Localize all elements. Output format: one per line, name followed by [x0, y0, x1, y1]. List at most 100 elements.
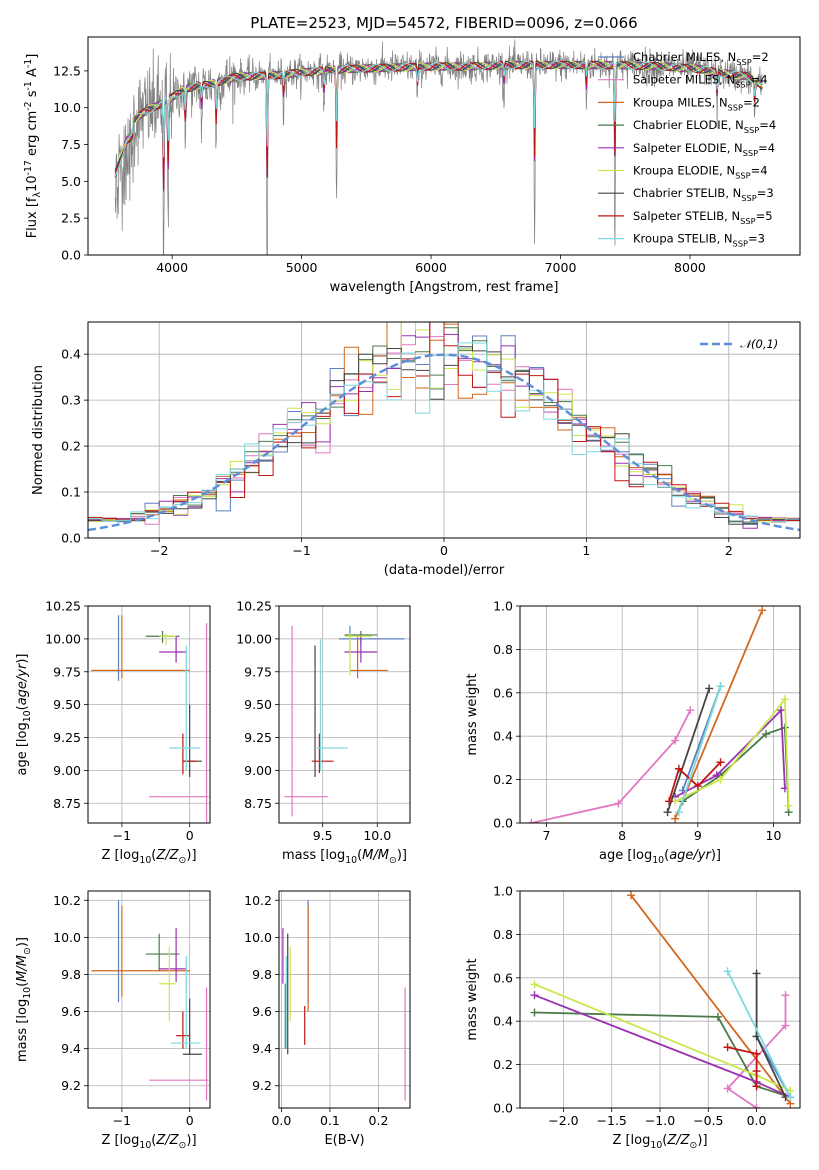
spectrum-xtick-label: 6000 — [415, 260, 447, 275]
model-spectrum-4 — [114, 60, 763, 192]
mass_weight_vs_age-ytick-label: 0.2 — [493, 772, 513, 787]
mass_weight_vs_Z-marker-6-0 — [752, 969, 761, 978]
mass_vs_Z-ytick-label: 9.6 — [61, 1004, 81, 1019]
mass_weight_vs_age-marker-6-0 — [663, 808, 672, 817]
mass_weight_vs_age-marker-7-1 — [674, 764, 683, 773]
age_vs_Z-ytick-label: 8.75 — [53, 796, 81, 811]
age_vs_Z-ytick-label: 9.50 — [53, 697, 81, 712]
residuals-xtick-label: 2 — [725, 543, 733, 558]
mass_weight_vs_Z-line-3 — [534, 1011, 791, 1099]
mass_vs_EBV-ytick-label: 10.2 — [244, 893, 272, 908]
residual-legend-label: 𝒩(0,1) — [740, 337, 778, 351]
age_vs_Z-ytick-label: 10.00 — [45, 631, 81, 646]
mass_vs_Z-xlabel: Z [log10(Z/Z⊙)] — [101, 1133, 196, 1151]
legend-label-4: Salpeter ELODIE, NSSP=4 — [633, 141, 775, 158]
mass_weight_vs_age-marker-5-1 — [716, 775, 725, 784]
mass_vs_EBV-ytick-label: 9.6 — [252, 1004, 272, 1019]
mass_weight_vs_Z-marker-8-0 — [723, 967, 732, 976]
model-spectrum-8 — [114, 60, 763, 177]
mass_weight_vs_age-xtick-label: 9 — [694, 828, 702, 843]
legend-label-6: Chabrier STELIB, NSSP=3 — [633, 186, 774, 203]
mass_vs_EBV-ytick-label: 9.4 — [252, 1041, 272, 1056]
mass_weight_vs_age-plot-area — [527, 606, 793, 823]
legend-label-0: Chabrier MILES, NSSP=2 — [633, 50, 769, 67]
age_vs_mass-ytick-label: 9.50 — [244, 697, 272, 712]
legend-label-1: Salpeter MILES, NSSP=4 — [633, 73, 768, 90]
mass_weight_vs_Z-marker-3-0 — [530, 1008, 539, 1017]
mass_weight_vs_Z-ytick-label: 0.4 — [493, 1014, 513, 1029]
age_vs_Z-frame — [87, 605, 211, 824]
mass_weight_vs_age-marker-1-1 — [614, 799, 623, 808]
mass_weight_vs_age-marker-5-2 — [780, 695, 789, 704]
mass_weight_vs_age-marker-3-2 — [761, 730, 770, 739]
residuals-xtick-label: −2 — [150, 543, 168, 558]
mass_weight_vs_Z-ytick-label: 0.6 — [493, 970, 513, 985]
residuals-ytick-label: 0.1 — [61, 485, 81, 500]
mass_weight_vs_age-marker-4-2 — [777, 706, 786, 715]
age_vs_mass-ytick-label: 9.25 — [244, 730, 272, 745]
age_vs_Z-ytick-label: 10.25 — [45, 599, 81, 614]
mass_weight_vs_age-ylabel: mass weight — [465, 673, 480, 755]
mass_weight_vs_Z-xtick-label: 0.0 — [747, 1113, 767, 1128]
mass_weight_vs_age-marker-8-0 — [674, 808, 683, 817]
mass_weight_vs_age-marker-5-3 — [784, 801, 793, 810]
spectrum-ylabel: Flux [fλ10-17 erg cm-2 s-1 A-1] — [23, 54, 43, 239]
mass_weight_vs_Z-marker-5-0 — [530, 980, 539, 989]
mass_weight_vs_Z-xtick-label: −1.5 — [597, 1113, 627, 1128]
mass_weight_vs_age-axes — [520, 605, 800, 824]
legend-label-2: Kroupa MILES, NSSP=2 — [633, 95, 760, 112]
mass_weight_vs_age-line-5 — [674, 696, 790, 806]
legend-label-5: Kroupa ELODIE, NSSP=4 — [633, 164, 768, 181]
age_vs_mass-ytick-label: 9.00 — [244, 763, 272, 778]
mass_weight_vs_age-marker-1-0 — [527, 819, 536, 823]
mass_vs_EBV-xlabel: E(B-V) — [324, 1133, 364, 1148]
spectrum-ytick-label: 12.5 — [53, 63, 81, 78]
mass_weight_vs_Z-marker-1-1 — [723, 1084, 732, 1093]
age_vs_mass-ytick-label: 10.25 — [236, 599, 272, 614]
legend-label-8: Kroupa STELIB, NSSP=3 — [633, 232, 765, 249]
spectrum-xtick-label: 4000 — [156, 260, 188, 275]
mass_weight_vs_age-line-4 — [674, 708, 786, 798]
mass_weight_vs_Z-plot-area — [530, 891, 795, 1108]
mass_vs_EBV-frame — [278, 890, 411, 1109]
mass_weight_vs_age-marker-1-3 — [686, 706, 695, 715]
mass_weight_vs_Z-ylabel: mass weight — [465, 958, 480, 1040]
mass_weight_vs_Z-line-8 — [726, 970, 792, 1098]
mass_weight_vs_age-ytick-label: 0.8 — [493, 642, 513, 657]
mass_vs_Z-ytick-label: 9.8 — [61, 967, 81, 982]
age_vs_Z-xlabel: Z [log10(Z/Z⊙)] — [101, 848, 196, 866]
mass_weight_vs_Z-xtick-label: −1.0 — [645, 1113, 675, 1128]
age_vs_mass-ytick-label: 10.00 — [236, 631, 272, 646]
mass_weight_vs_age-line-8 — [678, 686, 722, 813]
mass_weight_vs_age-marker-7-3 — [716, 758, 725, 767]
age_vs_Z-xtick-label: −1 — [113, 828, 131, 843]
mass_weight_vs_Z-ytick-label: 0.8 — [493, 927, 513, 942]
mass_weight_vs_age-marker-6-1 — [705, 684, 714, 693]
mass_weight_vs_age-ytick-label: 1.0 — [493, 599, 513, 614]
mass_vs_Z-axes — [88, 891, 210, 1108]
spectrum-xtick-label: 5000 — [286, 260, 318, 275]
mass_weight_vs_age-line-7 — [668, 761, 722, 802]
legend-label-3: Chabrier ELODIE, NSSP=4 — [633, 118, 776, 135]
mass_weight_vs_Z-marker-7-0 — [723, 1043, 732, 1052]
mass_vs_EBV-axes — [279, 891, 410, 1108]
mass_weight_vs_age-line-6 — [666, 688, 711, 813]
age_vs_mass-xtick-label: 10.0 — [363, 828, 391, 843]
mass_weight_vs_age-xtick-label: 10 — [766, 828, 782, 843]
age_vs_mass-ytick-label: 9.75 — [244, 664, 272, 679]
residuals-ytick-label: 0.0 — [61, 531, 81, 546]
mass_vs_Z-plot-area — [91, 900, 209, 1101]
mass_weight_vs_Z-xtick-label: −0.5 — [693, 1113, 723, 1128]
mass_weight_vs_age-line-1 — [531, 709, 692, 823]
age_vs_Z-ytick-label: 9.00 — [53, 763, 81, 778]
mass_weight_vs_Z-line-7 — [727, 1046, 758, 1087]
legend-label-7: Salpeter STELIB, NSSP=5 — [633, 209, 773, 226]
spectrum-ytick-label: 7.5 — [61, 137, 81, 152]
age_vs_Z-axes — [88, 605, 210, 823]
mass_weight_vs_Z-xtick-label: −2.0 — [548, 1113, 578, 1128]
mass_weight_vs_Z-marker-7-1 — [752, 1049, 761, 1058]
residuals-ytick-label: 0.4 — [61, 347, 81, 362]
mass_vs_EBV-ytick-label: 9.2 — [252, 1078, 272, 1093]
mass_weight_vs_age-ytick-label: 0.4 — [493, 729, 513, 744]
